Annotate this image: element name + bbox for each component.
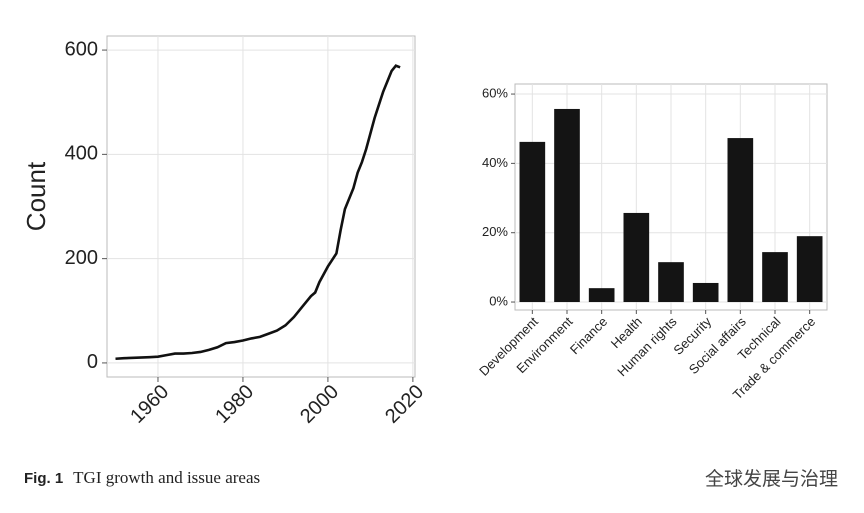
caption-label: Fig. 1	[24, 470, 64, 487]
bar	[588, 288, 615, 303]
bar	[519, 141, 546, 303]
y-tick-label: 60%	[482, 85, 508, 100]
plot-area	[106, 35, 416, 378]
y-tick-label: 400	[65, 143, 98, 165]
caption: Fig. 1 TGI growth and issue areas	[24, 468, 260, 488]
bar	[658, 262, 684, 303]
y-tick-label: 20%	[482, 224, 508, 239]
y-tick-label: 200	[65, 247, 98, 269]
x-tick-label: 1980	[211, 381, 258, 428]
bar	[796, 236, 823, 303]
x-tick-label: 2000	[296, 381, 343, 428]
figure: 0 200 400 600 1960 1980 2000 2020 Count 0% 20% 40% 6…	[21, 35, 828, 428]
bar	[762, 252, 788, 303]
bar	[623, 212, 650, 303]
y-tick-label: 600	[65, 38, 98, 60]
bar	[727, 138, 754, 303]
x-tick-label: Finance	[567, 314, 610, 357]
x-tick-label: 2020	[381, 381, 428, 428]
line	[115, 64, 401, 361]
watermark: 全球发展与治理	[704, 469, 838, 490]
y-tick-label: 0	[87, 351, 98, 373]
y-tick-label: 0%	[489, 293, 508, 308]
y-tick-label: 40%	[482, 155, 508, 170]
bar	[554, 108, 580, 303]
y-axis-label: Count	[21, 161, 51, 231]
caption-text: TGI growth and issue areas	[73, 468, 261, 487]
x-tick-label: 1960	[126, 381, 173, 428]
bar	[692, 282, 719, 303]
